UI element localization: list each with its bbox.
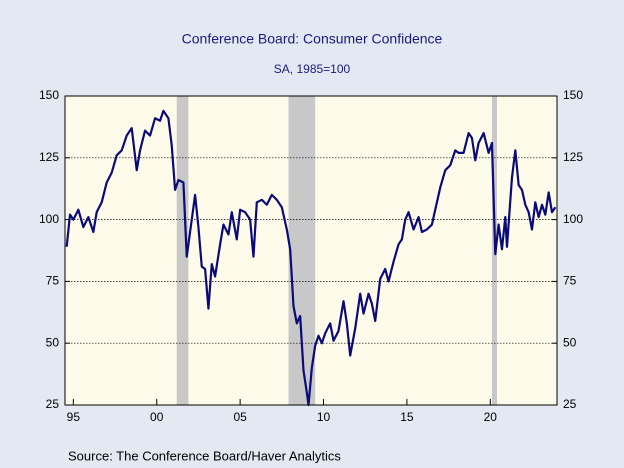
y-tick-label: 50 [46,335,60,349]
x-tick-label: 20 [484,410,498,424]
x-tick-label: 05 [233,410,247,424]
chart-subtitle: SA, 1985=100 [274,62,351,76]
y2-tick-label: 125 [563,150,583,164]
y-tick-label: 100 [39,212,59,226]
y2-tick-label: 25 [563,397,577,411]
data-line [65,109,557,407]
y2-tick-label: 100 [563,212,583,226]
y2-tick-label: 150 [563,88,583,102]
chart-title: Conference Board: Consumer Confidence [182,31,443,47]
x-tick-label: 10 [317,410,331,424]
x-tick-label: 15 [400,410,414,424]
plot-frame [64,95,558,406]
x-tick-label: 00 [150,410,164,424]
y-tick-label: 125 [39,150,59,164]
source-note: Source: The Conference Board/Haver Analy… [68,448,341,463]
recession-band [176,96,189,405]
y-tick-label: 25 [46,397,60,411]
y2-tick-label: 75 [563,274,577,288]
y-tick-label: 75 [46,274,60,288]
y-tick-label: 150 [39,88,59,102]
y2-tick-label: 50 [563,335,577,349]
x-tick-label: 95 [67,410,81,424]
